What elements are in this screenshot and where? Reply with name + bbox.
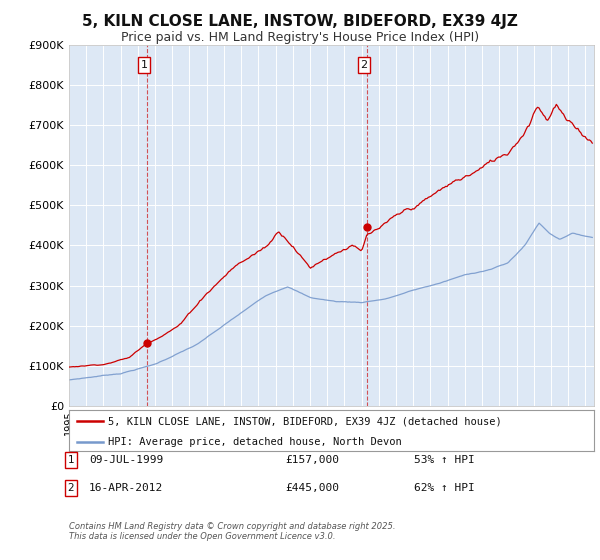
Text: £445,000: £445,000 — [285, 483, 339, 493]
Text: 09-JUL-1999: 09-JUL-1999 — [89, 455, 163, 465]
Text: HPI: Average price, detached house, North Devon: HPI: Average price, detached house, Nort… — [109, 437, 402, 447]
Text: 1: 1 — [67, 455, 74, 465]
Text: £157,000: £157,000 — [285, 455, 339, 465]
Text: 5, KILN CLOSE LANE, INSTOW, BIDEFORD, EX39 4JZ: 5, KILN CLOSE LANE, INSTOW, BIDEFORD, EX… — [82, 14, 518, 29]
Text: 62% ↑ HPI: 62% ↑ HPI — [413, 483, 475, 493]
Text: 2: 2 — [67, 483, 74, 493]
Text: Price paid vs. HM Land Registry's House Price Index (HPI): Price paid vs. HM Land Registry's House … — [121, 31, 479, 44]
Text: 53% ↑ HPI: 53% ↑ HPI — [413, 455, 475, 465]
Text: 16-APR-2012: 16-APR-2012 — [89, 483, 163, 493]
Text: 5, KILN CLOSE LANE, INSTOW, BIDEFORD, EX39 4JZ (detached house): 5, KILN CLOSE LANE, INSTOW, BIDEFORD, EX… — [109, 417, 502, 426]
Text: Contains HM Land Registry data © Crown copyright and database right 2025.
This d: Contains HM Land Registry data © Crown c… — [69, 522, 395, 542]
Text: 2: 2 — [361, 60, 368, 70]
Text: 1: 1 — [141, 60, 148, 70]
